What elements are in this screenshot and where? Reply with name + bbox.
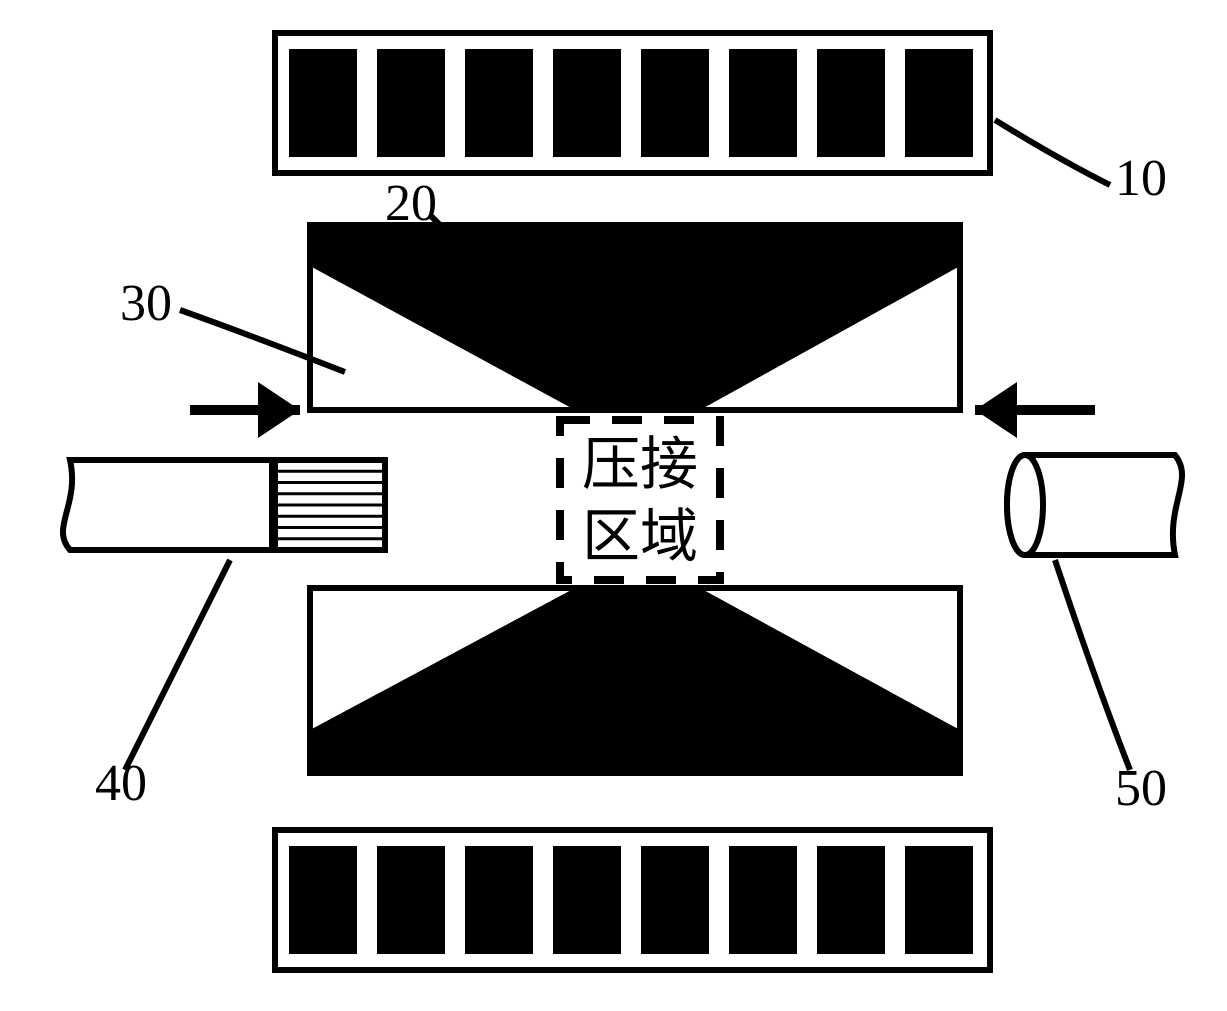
label-text-l10: 10: [1115, 150, 1167, 207]
arrow-left: [190, 382, 300, 438]
coil-bottom: [275, 830, 990, 970]
die-top: [310, 225, 960, 410]
cable-40: [63, 459, 385, 551]
zone-label-line2: 区域: [582, 504, 698, 569]
terminal-50: [1007, 455, 1182, 555]
arrow-right: [975, 382, 1095, 438]
label-text-l40: 40: [95, 755, 147, 812]
label-l50: 50: [1055, 560, 1167, 817]
coil-top: [275, 33, 990, 173]
zone-label-line1: 压接: [582, 432, 698, 497]
label-text-l50: 50: [1115, 760, 1167, 817]
die-bottom: [310, 588, 960, 773]
label-text-l30: 30: [120, 275, 172, 332]
label-l10: 10: [995, 120, 1167, 207]
crimp-zone: 压接区域: [560, 420, 720, 580]
label-l40: 40: [95, 560, 230, 812]
label-text-l20: 20: [385, 175, 437, 232]
